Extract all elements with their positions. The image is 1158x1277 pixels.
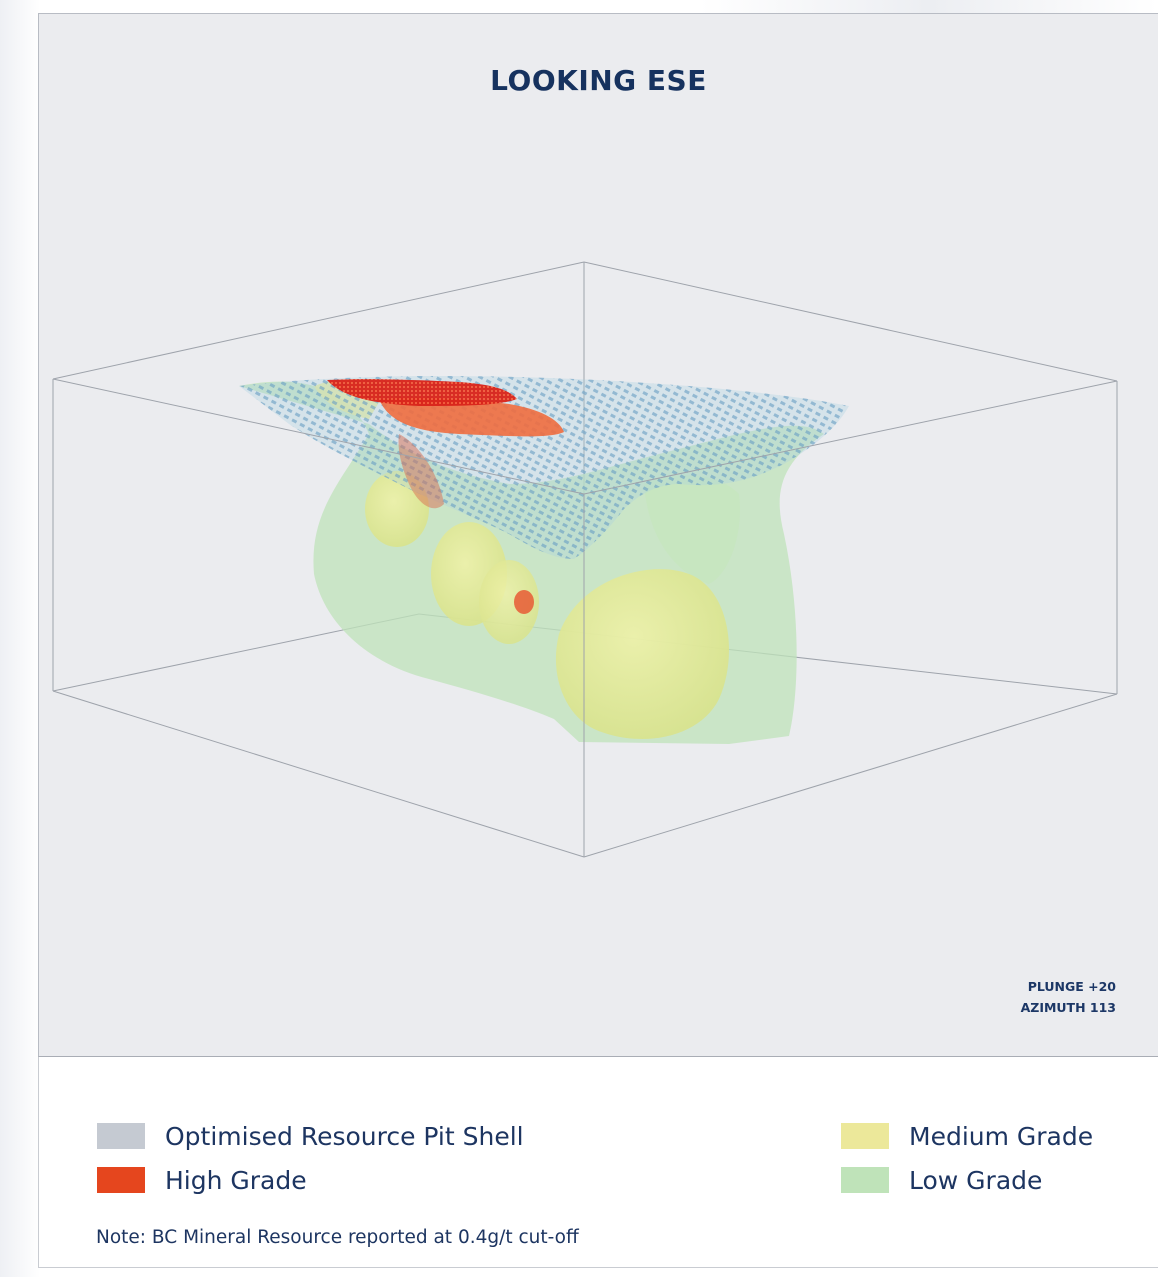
legend-swatch	[841, 1167, 889, 1193]
legend-item-low-grade: Low Grade	[841, 1160, 1042, 1200]
legend-item-high-grade: High Grade	[97, 1160, 307, 1200]
legend-label: High Grade	[165, 1165, 307, 1195]
legend-swatch	[841, 1123, 889, 1149]
azimuth-label: AZIMUTH 113	[1020, 1000, 1116, 1015]
legend-swatch	[97, 1123, 145, 1149]
cutoff-note: Note: BC Mineral Resource reported at 0.…	[96, 1227, 579, 1248]
left-edge-shade	[0, 0, 40, 1277]
legend-label: Low Grade	[909, 1165, 1043, 1195]
legend-panel: Optimised Resource Pit Shell High Grade …	[38, 1057, 1158, 1268]
3d-model-view	[52, 261, 1118, 858]
plunge-label: PLUNGE +20	[1027, 979, 1116, 994]
bounding-box-front	[52, 378, 1118, 858]
top-edge-shade	[700, 0, 1158, 14]
medium-grade-body	[314, 380, 729, 739]
legend-item-pit-shell: Optimised Resource Pit Shell	[97, 1116, 524, 1156]
legend-label: Optimised Resource Pit Shell	[165, 1121, 524, 1151]
legend-label: Medium Grade	[909, 1121, 1094, 1151]
high-grade-body	[327, 379, 564, 614]
view-orientation: PLUNGE +20 AZIMUTH 113	[1021, 976, 1116, 1018]
legend-item-medium-grade: Medium Grade	[841, 1116, 1093, 1156]
legend-swatch	[97, 1167, 145, 1193]
3d-view-panel: LOOKING ESE PLUNGE +20 AZIMUTH 113	[38, 13, 1158, 1057]
view-title: LOOKING ESE	[490, 64, 707, 97]
pit-shell-block-model	[239, 376, 849, 559]
